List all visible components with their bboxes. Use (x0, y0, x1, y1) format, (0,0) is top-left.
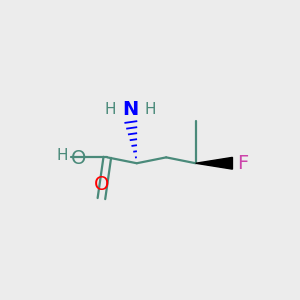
Text: H: H (144, 102, 156, 117)
Text: N: N (123, 100, 139, 119)
Text: O: O (94, 175, 109, 194)
Polygon shape (196, 158, 232, 169)
Text: O: O (71, 149, 86, 168)
Text: H: H (57, 148, 68, 164)
Text: H: H (104, 102, 116, 117)
Text: F: F (237, 154, 248, 173)
